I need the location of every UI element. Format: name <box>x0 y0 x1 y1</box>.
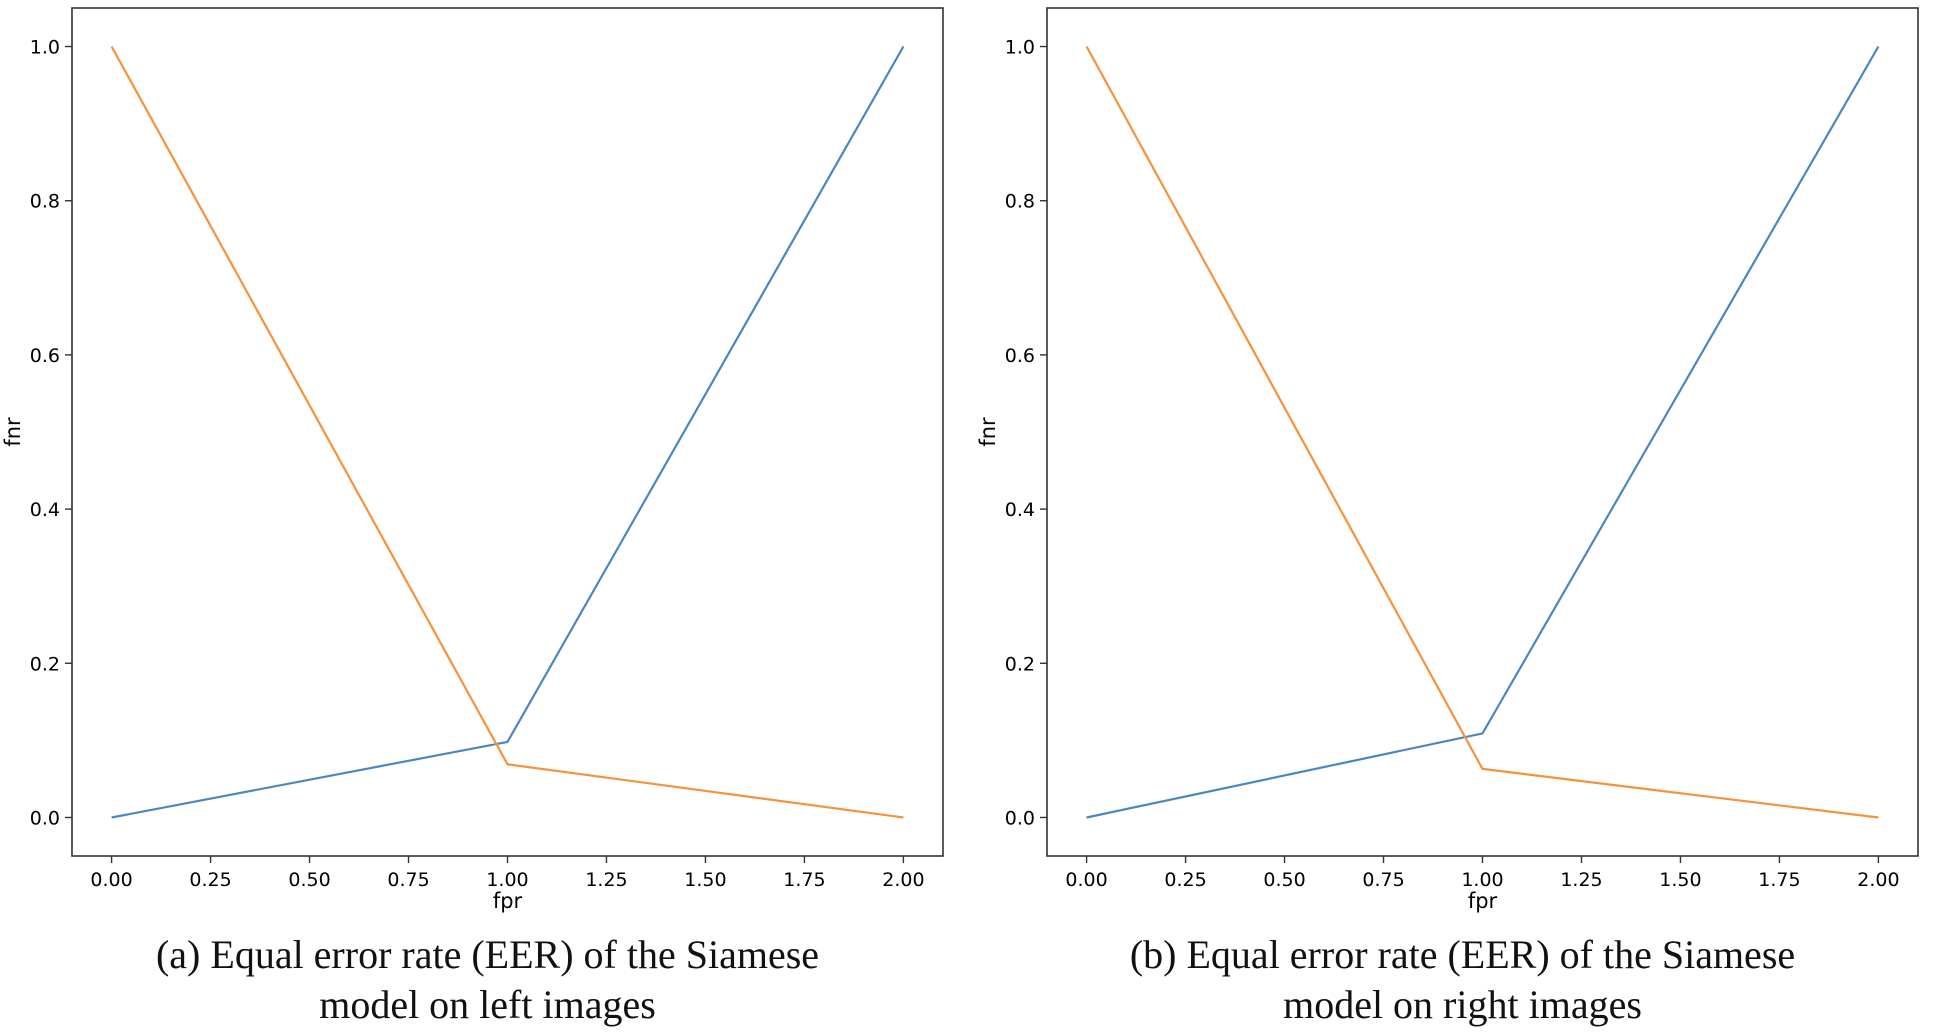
caption-a-line-2: model on left images <box>319 982 656 1027</box>
y-tick-label-b: 1.0 <box>1005 37 1035 59</box>
y-tick-label-a: 0.6 <box>30 345 60 367</box>
x-axis-label-b: fpr <box>1468 889 1498 913</box>
caption-a-line-1: (a) Equal error rate (EER) of the Siames… <box>155 932 820 977</box>
x-tick-label-b: 1.00 <box>1461 869 1503 891</box>
series-line-1-a <box>111 45 905 819</box>
y-tick-label-a: 0.0 <box>30 807 60 829</box>
y-tick-label-b: 0.4 <box>1005 499 1035 521</box>
x-tick-label-a: 0.50 <box>288 869 330 891</box>
y-tick-label-b: 0.2 <box>1005 653 1035 675</box>
series-line-2-b <box>1085 45 1879 819</box>
x-tick-label-a: 1.50 <box>684 869 726 891</box>
y-tick-label-a: 0.4 <box>30 499 60 521</box>
y-tick-label-b: 0.0 <box>1005 807 1035 829</box>
x-tick-label-a: 0.25 <box>189 869 231 891</box>
y-tick-label-a: 0.8 <box>30 191 60 213</box>
x-tick-label-b: 0.75 <box>1362 869 1404 891</box>
x-tick-label-b: 2.00 <box>1857 869 1899 891</box>
caption-b-line-1: (b) Equal error rate (EER) of the Siames… <box>1129 932 1796 977</box>
y-tick-label-b: 0.6 <box>1005 345 1035 367</box>
x-tick-label-a: 2.00 <box>882 869 924 891</box>
caption-b-line-2: model on right images <box>1283 982 1642 1027</box>
x-tick-label-a: 1.25 <box>585 869 627 891</box>
y-tick-label-a: 0.2 <box>30 653 60 675</box>
x-tick-label-a: 0.75 <box>387 869 429 891</box>
x-tick-label-b: 0.25 <box>1164 869 1206 891</box>
series-line-2-a <box>110 45 904 819</box>
chart-panel-a: 0.00 0.25 0.50 0.75 1.00 1.25 1.50 1.75 2.00 0.0 0… <box>0 7 975 1030</box>
caption-a: (a) Equal error rate (EER) of the Siames… <box>0 930 975 1030</box>
caption-b: (b) Equal error rate (EER) of the Siames… <box>975 930 1950 1030</box>
x-tick-label-a: 1.75 <box>783 869 825 891</box>
x-tick-label-a: 0.00 <box>90 869 132 891</box>
x-tick-label-b: 0.50 <box>1263 869 1305 891</box>
plot-frame-b <box>1046 7 1919 857</box>
chart-panel-b: 0.00 0.25 0.50 0.75 1.00 1.25 1.50 1.75 2.00 0.0 0… <box>975 0 1950 1033</box>
x-tick-label-b: 1.50 <box>1659 869 1701 891</box>
x-tick-label-b: 0.00 <box>1065 869 1107 891</box>
series-line-1-b <box>1086 45 1880 819</box>
x-axis-label-a: fpr <box>493 889 523 913</box>
x-tick-label-a: 1.00 <box>486 869 528 891</box>
y-axis-label-a: fnr <box>1 417 25 447</box>
y-tick-label-b: 0.8 <box>1005 191 1035 213</box>
y-axis-label-b: fnr <box>976 417 1000 447</box>
chart-a: 0.00 0.25 0.50 0.75 1.00 1.25 1.50 1.75 2.00 0.0 0… <box>1 7 944 913</box>
chart-b: 0.00 0.25 0.50 0.75 1.00 1.25 1.50 1.75 2.00 0.0 0… <box>976 7 1919 913</box>
x-tick-label-b: 1.75 <box>1758 869 1800 891</box>
plot-frame-a <box>71 7 944 857</box>
y-tick-label-a: 1.0 <box>30 37 60 59</box>
x-tick-label-b: 1.25 <box>1560 869 1602 891</box>
